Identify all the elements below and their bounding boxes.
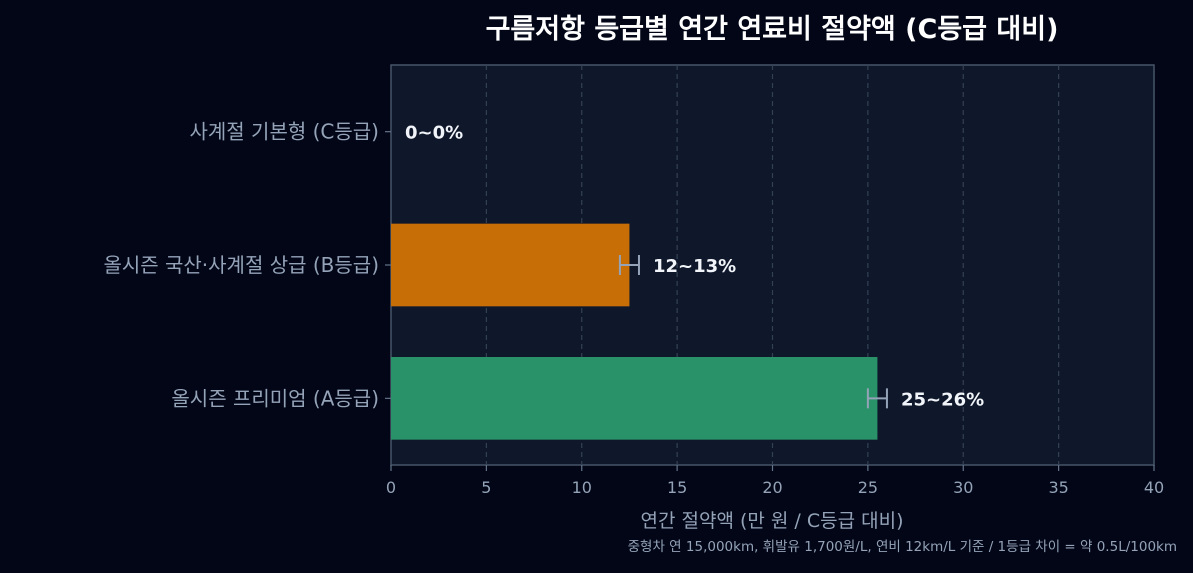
x-tick-label: 15 (667, 478, 687, 497)
x-tick-label: 5 (481, 478, 491, 497)
bar (391, 223, 630, 307)
x-tick-label: 20 (762, 478, 782, 497)
x-tick-label: 35 (1048, 478, 1068, 497)
data-label: 0~0% (405, 123, 463, 144)
y-tick-label: 사계절 기본형 (C등급) (190, 120, 380, 144)
y-tick-label: 올시즌 국산·사계절 상급 (B등급) (103, 253, 379, 277)
x-axis-label: 연간 절약액 (만 원 / C등급 대비) (640, 510, 903, 532)
x-tick-label: 40 (1144, 478, 1164, 497)
bars: 0~0% 12~13% 25~26% (391, 123, 984, 440)
data-label: 25~26% (901, 389, 984, 410)
x-tick-label: 10 (572, 478, 592, 497)
y-tick-label: 올시즌 프리미엄 (A등급) (171, 386, 379, 410)
data-label: 12~13% (653, 256, 736, 277)
x-axis-ticks: 0 5 10 15 20 25 30 35 40 (386, 465, 1164, 497)
bar (391, 357, 878, 440)
x-tick-label: 30 (953, 478, 973, 497)
footnote: 중형차 연 15,000km, 휘발유 1,700원/L, 연비 12km/L … (628, 539, 1177, 555)
y-axis-ticks: 사계절 기본형 (C등급) 올시즌 국산·사계절 상급 (B등급) 올시즌 프리미엄… (103, 120, 391, 410)
x-tick-label: 0 (386, 478, 396, 497)
x-tick-label: 25 (858, 478, 878, 497)
chart-title: 구름저항 등급별 연간 연료비 절약액 (C등급 대비) (486, 14, 1059, 45)
